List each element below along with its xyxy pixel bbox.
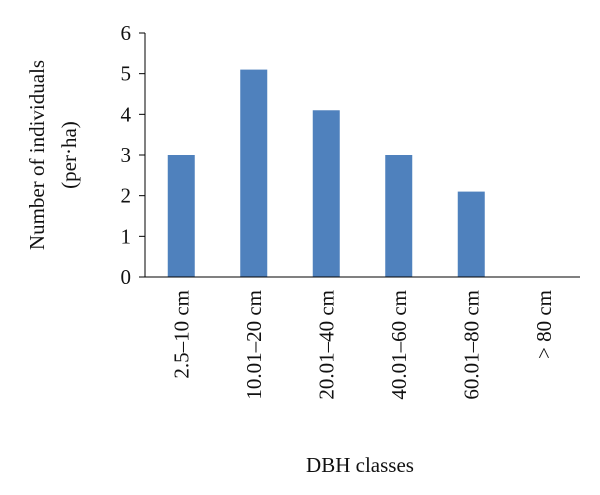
y-axis-label: Number of individuals — [25, 60, 49, 250]
x-tick-label: > 80 cm — [532, 290, 556, 359]
y-tick-label: 4 — [121, 102, 132, 126]
y-tick-label: 3 — [121, 143, 132, 167]
y-tick-label: 6 — [121, 21, 132, 45]
bar — [457, 191, 485, 277]
x-tick-label: 60.01–80 cm — [459, 290, 483, 400]
x-axis-label: DBH classes — [306, 453, 414, 477]
bar — [167, 155, 195, 277]
bar — [385, 155, 413, 277]
y-tick-label: 5 — [121, 62, 132, 86]
y-tick-label: 2 — [121, 184, 132, 208]
y-axis-label: (per·ha) — [57, 121, 81, 189]
x-tick-label: 20.01–40 cm — [314, 290, 338, 400]
x-tick-label: 40.01–60 cm — [387, 290, 411, 400]
bar — [240, 69, 268, 277]
bar — [312, 110, 340, 278]
y-tick-label: 0 — [121, 265, 132, 289]
x-tick-label: 2.5–10 cm — [169, 290, 193, 379]
y-tick-label: 1 — [121, 224, 132, 248]
x-tick-label: 10.01–20 cm — [242, 290, 266, 400]
